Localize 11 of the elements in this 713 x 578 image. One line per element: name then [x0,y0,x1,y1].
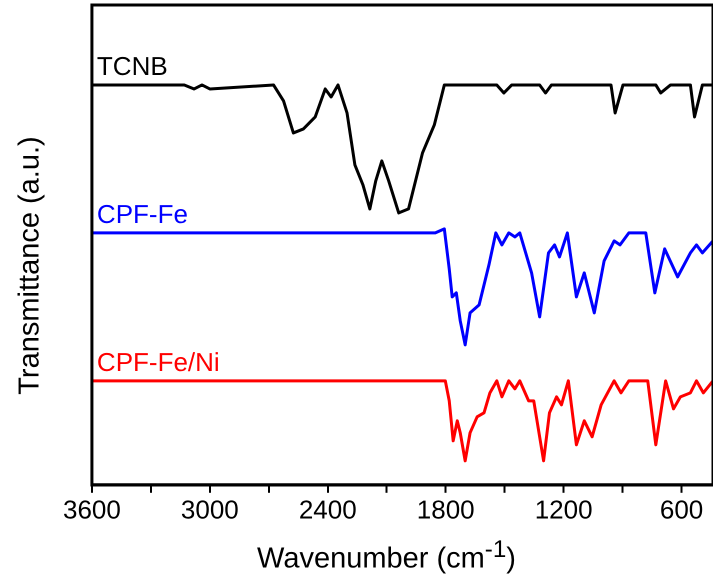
series-label: CPF-Fe [96,199,188,230]
x-tick-label: 600 [660,494,704,525]
x-tick-label: 2400 [298,494,357,525]
x-tick-label: 3600 [63,494,121,525]
series-label: CPF-Fe/Ni [96,347,220,378]
x-tick-label: 3000 [180,494,239,525]
series-label: TCNB [96,51,168,82]
y-axis-title: Transmittance (a.u.) [14,136,46,394]
x-axis-title: Wavenumber (cm$^{-1}$) [256,535,517,577]
x-tick-label: 1800 [416,494,475,525]
x-tick-label: 1200 [534,494,593,525]
